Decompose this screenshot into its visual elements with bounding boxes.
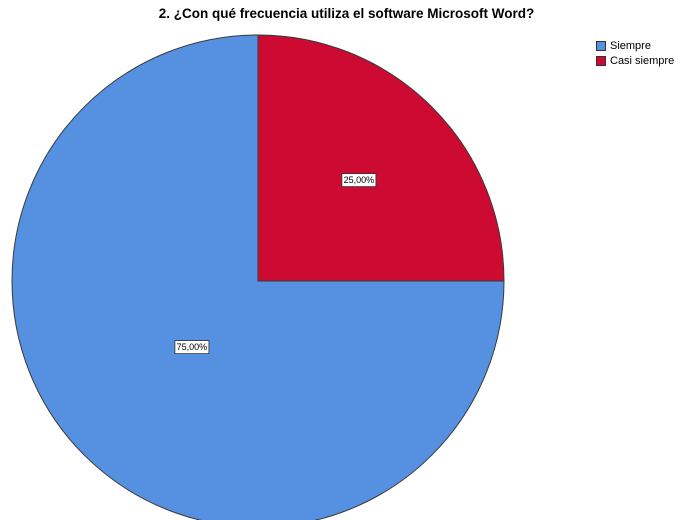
slice-label-box-casi-siempre [341,173,377,188]
legend-swatch-casi-siempre [596,55,606,66]
pie-slice-casi-siempre [257,34,505,282]
slice-label-text-siempre: 75,00% [177,342,208,352]
pie-slice-siempre [11,34,505,520]
legend-label-siempre: Siempre [610,39,651,52]
legend-swatch-siempre [596,40,606,51]
slice-label-text-casi-siempre: 25,00% [344,175,375,185]
slice-label-box-siempre [174,340,210,355]
legend-label-casi-siempre: Casi siempre [610,54,675,67]
slice-label-casi-siempre: 25,00% [341,173,377,188]
legend-item-siempre: Siempre [596,38,674,53]
chart-title: 2. ¿Con qué frecuencia utiliza el softwa… [158,6,535,21]
slice-label-siempre: 75,00% [174,340,210,355]
legend-item-casi-siempre: Casi siempre [596,53,674,68]
legend: Siempre Casi siempre [596,38,674,68]
